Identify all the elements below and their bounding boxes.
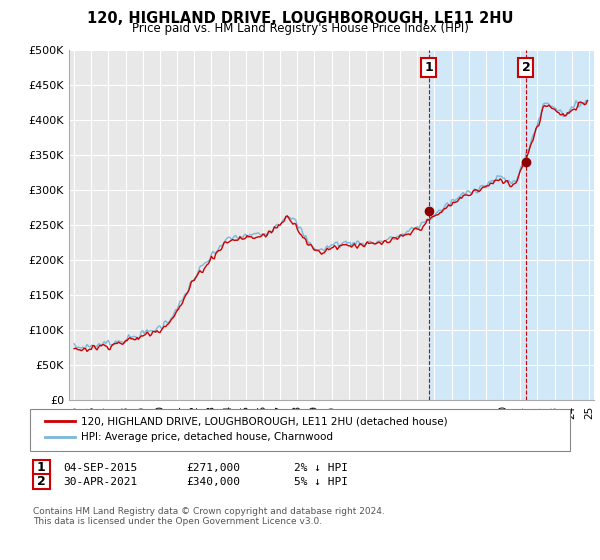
Text: 2: 2 — [37, 475, 46, 488]
Text: 5% ↓ HPI: 5% ↓ HPI — [294, 477, 348, 487]
Text: £340,000: £340,000 — [186, 477, 240, 487]
Text: 120, HIGHLAND DRIVE, LOUGHBOROUGH, LE11 2HU (detached house): 120, HIGHLAND DRIVE, LOUGHBOROUGH, LE11 … — [81, 416, 448, 426]
Text: 30-APR-2021: 30-APR-2021 — [63, 477, 137, 487]
Text: 04-SEP-2015: 04-SEP-2015 — [63, 463, 137, 473]
Text: 1: 1 — [37, 461, 46, 474]
Text: £271,000: £271,000 — [186, 463, 240, 473]
Text: 2% ↓ HPI: 2% ↓ HPI — [294, 463, 348, 473]
Bar — [429, 50, 598, 400]
Text: 2: 2 — [521, 61, 530, 74]
Text: Contains HM Land Registry data © Crown copyright and database right 2024.
This d: Contains HM Land Registry data © Crown c… — [33, 507, 385, 526]
Text: 1: 1 — [424, 61, 433, 74]
Text: Price paid vs. HM Land Registry's House Price Index (HPI): Price paid vs. HM Land Registry's House … — [131, 22, 469, 35]
Text: 120, HIGHLAND DRIVE, LOUGHBOROUGH, LE11 2HU: 120, HIGHLAND DRIVE, LOUGHBOROUGH, LE11 … — [87, 11, 513, 26]
Text: HPI: Average price, detached house, Charnwood: HPI: Average price, detached house, Char… — [81, 432, 333, 442]
